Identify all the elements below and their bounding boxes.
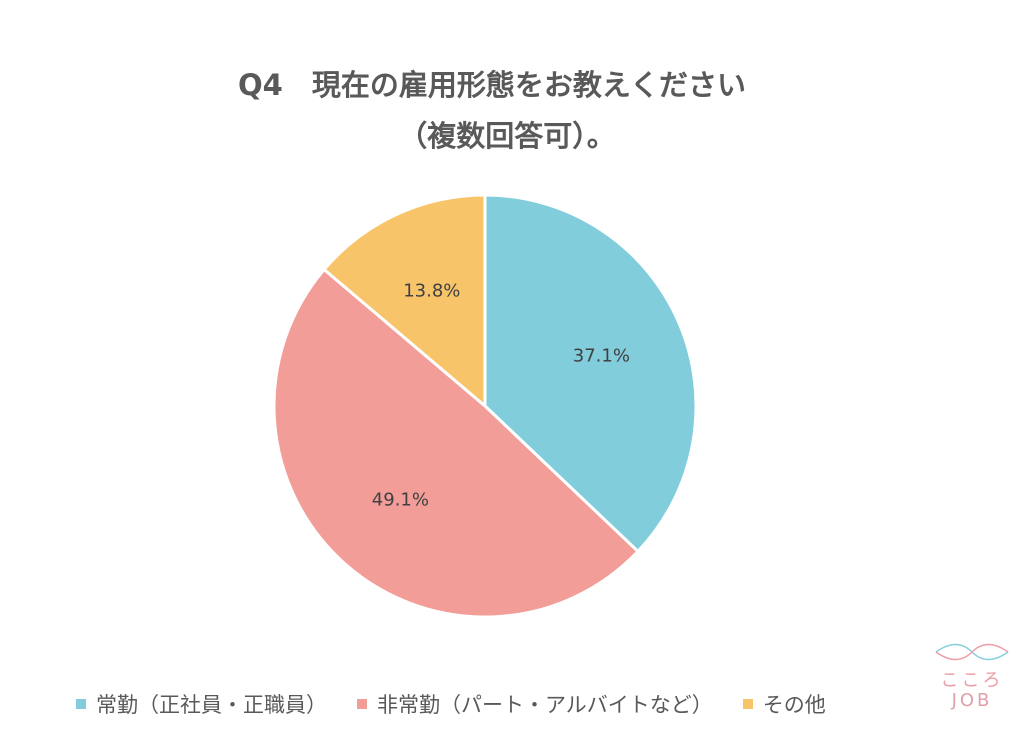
- legend-label-other: その他: [762, 693, 826, 717]
- legend-item-parttime: 非常勤（パート・アルバイトなど）: [357, 689, 713, 719]
- legend-item-fulltime: 常勤（正社員・正職員）: [76, 689, 327, 719]
- chart-title-line-2: （複数回答可）。: [398, 119, 616, 153]
- chart-title: Q4 現在の雇用形態をお教えください （複数回答可）。: [0, 60, 1024, 162]
- pie-slice-parttime: [272, 267, 640, 619]
- legend-swatch-fulltime: [76, 699, 86, 709]
- legend-item-other: その他: [742, 689, 826, 719]
- legend-swatch-parttime: [357, 699, 367, 709]
- chart-title-line-1: Q4 現在の雇用形態をお教えください: [238, 68, 746, 102]
- pie-data-label-fulltime: 37.1%: [573, 346, 630, 367]
- legend-label-fulltime: 常勤（正社員・正職員）: [96, 693, 327, 717]
- pie-slice-fulltime: [483, 193, 698, 553]
- pie-data-label-parttime: 49.1%: [372, 490, 429, 511]
- kokoro-job-logo: こころ JOB: [928, 640, 1016, 720]
- legend-swatch-other: [742, 699, 753, 709]
- legend-label-parttime: 非常勤（パート・アルバイトなど）: [377, 693, 713, 717]
- logo-text-kokoro: こころ: [940, 670, 1004, 691]
- logo-text-job: JOB: [951, 690, 993, 711]
- chart-legend: 常勤（正社員・正職員） 非常勤（パート・アルバイトなど） その他: [76, 686, 856, 722]
- logo-waves-icon: [935, 643, 1009, 661]
- pie-slice-other: [322, 193, 487, 408]
- pie-data-label-other: 13.8%: [403, 281, 460, 302]
